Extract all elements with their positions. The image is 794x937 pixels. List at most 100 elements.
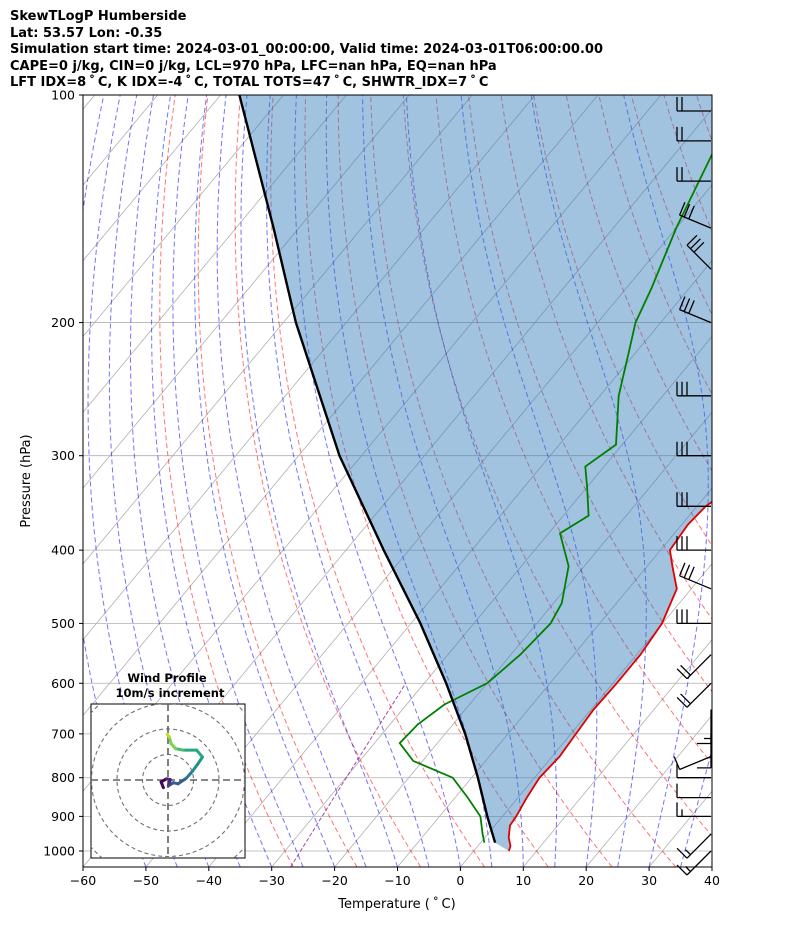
- moist-adiabat-line: [172, 95, 304, 867]
- x-tick-label: 40: [704, 873, 720, 888]
- hodograph-subtitle: 10m/s increment: [116, 686, 225, 700]
- wind-barb: [676, 536, 711, 551]
- moist-adiabat-line: [240, 95, 398, 867]
- x-tick-label: −40: [196, 873, 222, 888]
- hodograph-title: Wind Profile: [127, 671, 207, 685]
- x-tick-label: −30: [259, 873, 285, 888]
- y-tick-label: 400: [51, 543, 75, 558]
- indices-line-1: CAPE=0 j/kg, CIN=0 j/kg, LCL=970 hPa, LF…: [10, 58, 497, 74]
- x-tick-label: 10: [515, 873, 531, 888]
- isotherm-gridline: [83, 95, 96, 110]
- x-tick-label: −50: [133, 873, 159, 888]
- dry-adiabat-line: [270, 95, 485, 867]
- moist-adiabat-line: [744, 95, 794, 867]
- wind-barb: [676, 167, 711, 182]
- wind-barb: [673, 755, 712, 771]
- cin-shading: [239, 95, 712, 851]
- y-tick-label: 800: [51, 770, 75, 785]
- isotherm-gridline: [334, 411, 712, 867]
- wind-barb: [678, 296, 712, 324]
- moist-adiabat-line: [151, 95, 273, 867]
- wind-barb: [676, 850, 712, 876]
- temperature-line: [507, 500, 712, 852]
- isotherm-gridline: [83, 95, 410, 489]
- wind-barb: [676, 126, 711, 142]
- mixing-ratio-line: [290, 683, 407, 867]
- moist-adiabat-line: [265, 95, 430, 867]
- dry-adiabat-line: [565, 95, 712, 472]
- wind-barb: [676, 609, 711, 625]
- dry-adiabat-line: [500, 95, 712, 620]
- hodograph-segment: [165, 732, 171, 739]
- parcel-line: [238, 95, 497, 844]
- y-tick-label: 500: [51, 616, 75, 631]
- hodograph-segment: [184, 769, 194, 780]
- y-axis-label: Pressure (hPa): [19, 434, 34, 527]
- chart-header: SkewTLogP Humberside Lat: 53.57 Lon: -0.…: [10, 9, 603, 92]
- dry-adiabat-line: [762, 95, 794, 867]
- moist-adiabat-line: [362, 95, 524, 867]
- location-text: Lat: 53.57 Lon: -0.35: [10, 25, 163, 41]
- wind-barb: [678, 562, 712, 590]
- y-tick-label: 200: [51, 315, 75, 330]
- x-tick-label: 20: [578, 873, 594, 888]
- dry-adiabat-line: [435, 95, 712, 765]
- moist-adiabat-line: [530, 95, 647, 867]
- moist-adiabat-line: [216, 95, 367, 867]
- y-tick-label: 1000: [43, 843, 75, 858]
- wind-barb: [676, 492, 711, 507]
- y-tick-label: 600: [51, 676, 75, 691]
- x-tick-label: −20: [321, 873, 347, 888]
- indices-line-2: LFT IDX=8 ˚ C, K IDX=-4 ˚ C, TOTAL TOTS=…: [10, 75, 489, 90]
- wind-barb: [676, 654, 712, 680]
- isotherm-gridline: [83, 95, 473, 565]
- isotherm-gridline: [397, 487, 712, 867]
- moist-adiabat-line: [711, 865, 712, 867]
- dry-adiabat-line: [402, 95, 712, 837]
- y-tick-label: 100: [51, 88, 75, 103]
- x-tick-label: −60: [70, 873, 96, 888]
- wind-barb: [676, 381, 711, 397]
- wind-barb: [678, 201, 712, 229]
- dry-adiabat-line: [370, 95, 677, 867]
- wind-barb: [686, 234, 712, 270]
- dry-adiabat-line: [337, 95, 613, 867]
- wind-barb: [676, 441, 711, 457]
- wind-barb: [676, 802, 711, 818]
- isotherm-gridline: [460, 563, 712, 867]
- moist-adiabat-line: [623, 95, 709, 867]
- wind-barb: [676, 763, 711, 779]
- x-tick-label: 0: [456, 873, 464, 888]
- dry-adiabat-line: [304, 95, 549, 867]
- isotherm-gridline: [83, 95, 347, 413]
- wind-barb: [676, 783, 711, 799]
- dry-adiabat-line: [729, 95, 794, 867]
- x-axis-label: Temperature ( ˚ C): [337, 896, 455, 912]
- dry-adiabat-line: [197, 95, 358, 867]
- hodograph-segment: [190, 762, 200, 773]
- isotherm-gridline: [711, 866, 712, 867]
- wind-barb: [676, 833, 712, 859]
- isotherm-gridline: [83, 95, 599, 717]
- isotherm-gridline: [83, 95, 536, 641]
- wind-barb: [676, 97, 711, 112]
- hodograph-segment: [176, 776, 188, 786]
- moist-adiabat-line: [294, 95, 461, 867]
- isotherm-gridline: [83, 95, 284, 338]
- isotherm-gridline: [522, 639, 712, 867]
- y-tick-label: 700: [51, 726, 75, 741]
- moist-adiabat-line: [325, 95, 493, 867]
- times-text: Simulation start time: 2024-03-01_00:00:…: [10, 42, 603, 57]
- moist-adiabat-line: [405, 95, 558, 867]
- isotherm-gridline: [145, 184, 712, 867]
- dry-adiabat-line: [467, 95, 712, 693]
- y-tick-label: 300: [51, 448, 75, 463]
- wind-barb: [676, 682, 712, 708]
- y-tick-label: 900: [51, 809, 75, 824]
- dewpoint-line: [398, 152, 712, 843]
- moist-adiabat-line: [194, 95, 336, 867]
- wind-barb: [697, 709, 712, 745]
- x-tick-label: −10: [384, 873, 410, 888]
- isotherm-gridline: [271, 335, 712, 867]
